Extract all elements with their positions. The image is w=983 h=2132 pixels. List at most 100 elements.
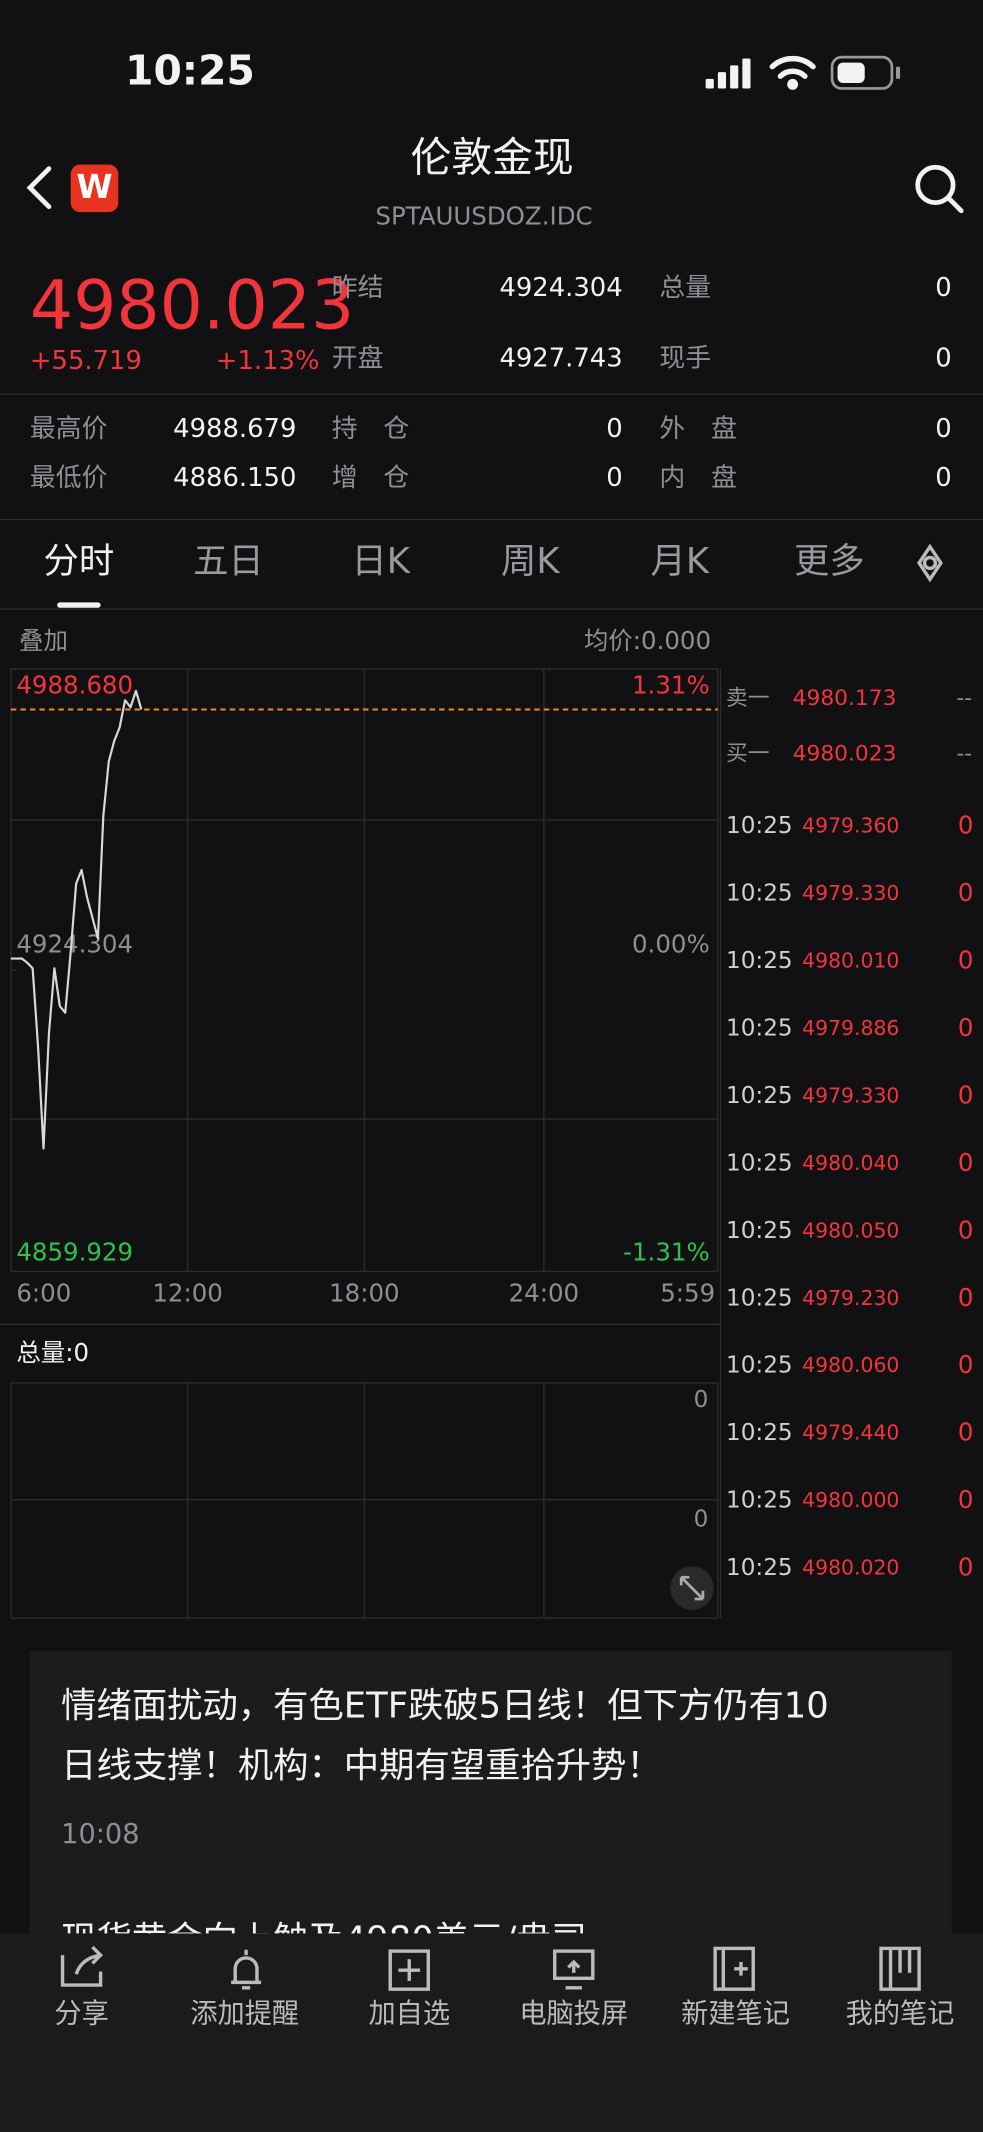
stat-label: 最低价: [30, 463, 108, 493]
trade-price: 4980.060: [802, 1353, 899, 1377]
volume-tick: 0: [694, 1387, 709, 1413]
trade-price: 4979.330: [802, 1083, 899, 1107]
tab[interactable]: 分时: [44, 541, 115, 582]
trade-time: 10:25: [726, 1420, 793, 1446]
stat-value: 4886.150: [173, 463, 296, 493]
field-label: 开盘: [332, 344, 384, 374]
overlay-button[interactable]: 叠加: [19, 626, 68, 655]
stat-value: 0: [606, 414, 622, 444]
trade-price: 4979.330: [802, 881, 899, 905]
book-price: 4980.023: [793, 742, 897, 767]
field-label: 昨结: [332, 273, 384, 303]
bottom-bar-item[interactable]: 我的笔记: [846, 1999, 955, 2030]
signal-icon: [705, 58, 751, 89]
volume-tick: 0: [694, 1507, 709, 1533]
tab[interactable]: 五日: [193, 541, 264, 582]
stat-label: 持 仓: [332, 414, 410, 444]
clock: 10:25: [125, 46, 255, 94]
trade-vol: 0: [958, 1553, 974, 1582]
trade-time: 10:25: [726, 1353, 793, 1379]
pct-label: 0.00%: [632, 930, 710, 959]
pct-label: 1.31%: [632, 671, 710, 700]
trade-time: 10:25: [726, 1285, 793, 1311]
settings-button[interactable]: [917, 543, 943, 583]
trade-time: 10:25: [726, 1488, 793, 1514]
trade-vol: 0: [958, 946, 974, 975]
avg-price: 均价:0.000: [584, 626, 711, 655]
tab[interactable]: 月K: [651, 541, 710, 582]
trade-price: 4979.886: [802, 1016, 899, 1040]
chart-frame: [0, 668, 722, 1619]
field-value: 0: [935, 344, 951, 374]
stat-value: 4988.679: [173, 414, 296, 444]
stat-label: 最高价: [30, 414, 108, 444]
bottom-icons: [60, 1945, 921, 1991]
trade-price: 4979.360: [802, 814, 899, 838]
stat-label: 外 盘: [659, 414, 736, 444]
trade-vol: 0: [958, 1350, 974, 1379]
trade-time: 10:25: [726, 1150, 793, 1176]
trade-time: 10:25: [726, 881, 793, 907]
search-button[interactable]: [915, 164, 964, 214]
bottom-bar-item[interactable]: 电脑投屏: [519, 1999, 628, 2030]
trade-price: 4980.050: [802, 1218, 899, 1242]
field-value: 0: [935, 273, 951, 303]
tab[interactable]: 更多: [794, 541, 865, 582]
stat-value: 0: [935, 463, 951, 493]
field-label: 现手: [659, 344, 711, 374]
trade-time: 10:25: [726, 813, 793, 839]
trade-time: 10:25: [726, 1083, 793, 1109]
trade-vol: 0: [958, 1485, 974, 1514]
logo-text: W: [76, 168, 112, 206]
change: +55.719: [30, 346, 142, 376]
trade-time: 10:25: [726, 1218, 793, 1244]
x-tick-label: 12:00: [152, 1278, 223, 1307]
trade-price: 4980.020: [802, 1556, 899, 1580]
bottom-bar-item[interactable]: 加自选: [368, 1999, 450, 2030]
wifi-icon: [769, 55, 816, 90]
title: 伦敦金现: [411, 133, 574, 181]
price-line: [10, 689, 143, 1150]
battery-icon: [830, 55, 901, 90]
bottom-bar: [0, 1933, 983, 2132]
trade-vol: 0: [958, 1215, 974, 1244]
trade-price: 4979.230: [802, 1286, 899, 1310]
volume-frame: [10, 1382, 719, 1619]
trade-vol: 0: [958, 1283, 974, 1312]
trade-vol: 0: [958, 1418, 974, 1447]
trade-vol: 0: [958, 1148, 974, 1177]
change-pct: +1.13%: [216, 346, 320, 376]
trade-time: 10:25: [726, 1555, 793, 1581]
y-tick-label: 4924.304: [16, 930, 133, 959]
y-tick-label: 4988.680: [16, 671, 133, 700]
field-value: 4924.304: [499, 273, 622, 303]
tab[interactable]: 周K: [501, 541, 560, 582]
stat-value: 0: [606, 463, 622, 493]
news-headline[interactable]: 情绪面扰动，有色ETF跌破5日线！但下方仍有10: [61, 1686, 829, 1727]
tab-indicator: [57, 602, 101, 608]
trade-vol: 0: [958, 811, 974, 840]
news-headline[interactable]: 日线支撑！机构：中期有望重拾升势！: [61, 1746, 662, 1787]
subtitle: SPTAUUSDOZ.IDC: [375, 202, 592, 231]
expand-button[interactable]: [670, 1566, 714, 1610]
book-label: 卖一: [726, 686, 769, 711]
bottom-bar-item[interactable]: 添加提醒: [190, 1999, 299, 2030]
field-label: 总量: [659, 273, 711, 303]
trade-price: 4980.000: [802, 1488, 899, 1512]
book-price: 4980.173: [793, 686, 897, 711]
pct-label: -1.31%: [623, 1238, 710, 1267]
book-vol: --: [956, 742, 972, 767]
x-tick-label: 5:59: [660, 1278, 715, 1307]
trade-time: 10:25: [726, 1016, 793, 1042]
last-price: 4980.023: [30, 267, 354, 346]
stat-label: 增 仓: [332, 463, 410, 493]
bottom-bar-item[interactable]: 新建笔记: [681, 1999, 790, 2030]
trade-price: 4979.440: [802, 1421, 899, 1445]
trade-vol: 0: [958, 1080, 974, 1109]
stat-label: 内 盘: [659, 463, 736, 493]
back-button[interactable]: [26, 166, 52, 210]
tab[interactable]: 日K: [351, 541, 410, 582]
bottom-bar-item[interactable]: 分享: [54, 1999, 108, 2030]
volume-label: 总量:0: [16, 1338, 89, 1367]
